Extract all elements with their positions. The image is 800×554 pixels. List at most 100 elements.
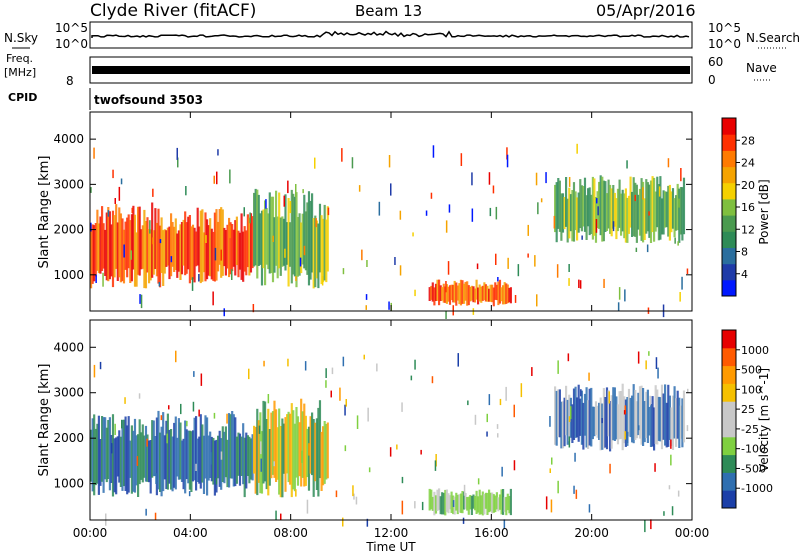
heatmap-cell xyxy=(221,209,224,276)
scatter-speck xyxy=(249,212,251,224)
heatmap-cell xyxy=(198,226,201,273)
colorbar-swatch xyxy=(722,383,736,402)
heatmap-cell xyxy=(624,399,627,447)
scatter-speck xyxy=(287,358,289,367)
scatter-speck xyxy=(399,210,402,220)
heatmap-cell xyxy=(478,284,481,302)
heatmap-cell xyxy=(588,187,591,236)
heatmap-cell xyxy=(212,231,215,281)
heatmap-cell xyxy=(450,491,453,513)
heatmap-cell xyxy=(132,430,135,492)
heatmap-cell xyxy=(287,411,290,483)
heatmap-cell xyxy=(155,222,158,277)
heatmap-cell xyxy=(667,185,670,237)
heatmap-cell xyxy=(176,437,179,477)
heatmap-cell xyxy=(206,417,209,496)
scatter-speck xyxy=(648,211,650,216)
heatmap-cell xyxy=(629,176,632,228)
heatmap-cell xyxy=(116,436,119,477)
heatmap-cell xyxy=(638,188,642,236)
heatmap-cell xyxy=(309,200,312,280)
scatter-speck xyxy=(513,460,516,471)
heatmap-cell xyxy=(275,190,278,266)
heatmap-cell xyxy=(565,177,568,227)
heatmap-cell xyxy=(602,388,605,449)
heatmap-cell xyxy=(234,417,237,487)
scatter-speck xyxy=(573,485,575,494)
heatmap-cell xyxy=(259,213,262,265)
scatter-speck xyxy=(394,257,396,265)
heatmap-cell xyxy=(682,390,686,443)
scatter-speck xyxy=(507,257,509,269)
colorbar-swatch xyxy=(722,279,736,297)
heatmap-cell xyxy=(671,188,675,229)
scatter-speck xyxy=(195,463,197,471)
heatmap-cell xyxy=(281,418,284,498)
scatter-speck xyxy=(200,373,203,386)
velocity-ylabel: Slant Range [km] xyxy=(37,364,52,477)
heatmap-cell xyxy=(177,230,180,272)
scatter-speck xyxy=(365,305,367,310)
heatmap-cell xyxy=(122,419,126,487)
heatmap-cell xyxy=(287,198,290,287)
heatmap-cell xyxy=(237,230,240,278)
heatmap-cell xyxy=(306,428,309,478)
heatmap-cell xyxy=(477,496,480,513)
scatter-speck xyxy=(111,443,113,454)
heatmap-cell xyxy=(632,177,635,237)
heatmap-cell xyxy=(442,283,445,303)
velocity-panel-frame xyxy=(89,319,693,521)
heatmap-cell xyxy=(220,207,223,278)
scatter-speck xyxy=(550,499,553,513)
heatmap-cell xyxy=(609,184,612,234)
scatter-speck xyxy=(601,418,603,424)
scatter-speck xyxy=(638,425,640,431)
heatmap-cell xyxy=(458,283,461,305)
heatmap-cell xyxy=(481,491,484,516)
heatmap-cell xyxy=(311,193,314,273)
x-tick-label: 00:00 xyxy=(675,526,710,540)
heatmap-cell xyxy=(580,185,583,232)
heatmap-cell xyxy=(163,229,166,274)
scatter-speck xyxy=(649,395,651,406)
heatmap-cell xyxy=(323,204,326,281)
heatmap-cell xyxy=(445,284,448,304)
heatmap-cell xyxy=(315,418,318,490)
heatmap-cell xyxy=(566,399,569,445)
scatter-speck xyxy=(114,423,116,435)
heatmap-cell xyxy=(193,417,196,481)
scatter-speck xyxy=(578,279,580,288)
scatter-speck xyxy=(401,402,403,412)
heatmap-cell xyxy=(228,217,231,278)
heatmap-cell xyxy=(657,396,660,441)
heatmap-cell xyxy=(475,490,478,514)
heatmap-cell xyxy=(631,395,634,443)
scatter-speck xyxy=(634,194,636,202)
scatter-speck xyxy=(229,169,231,184)
heatmap-cell xyxy=(102,417,105,493)
heatmap-cell xyxy=(624,188,627,243)
scatter-speck xyxy=(280,513,282,521)
heatmap-cell xyxy=(213,212,216,282)
heatmap-cell xyxy=(96,423,99,484)
scatter-speck xyxy=(186,420,188,427)
scatter-speck xyxy=(93,147,95,159)
heatmap-cell xyxy=(445,489,448,512)
heatmap-cell xyxy=(599,397,602,451)
heatmap-cell xyxy=(187,430,190,484)
scatter-speck xyxy=(476,263,479,270)
heatmap-cell xyxy=(229,414,232,479)
heatmap-cell xyxy=(583,177,587,232)
heatmap-cell xyxy=(127,416,130,493)
scatter-speck xyxy=(432,145,435,158)
scatter-speck xyxy=(531,367,533,376)
colorbar-tick-label: 25 xyxy=(741,403,755,416)
scatter-speck xyxy=(430,192,433,199)
heatmap-cell xyxy=(484,492,487,509)
heatmap-cell xyxy=(90,429,93,482)
heatmap-cell xyxy=(173,422,176,488)
heatmap-cell xyxy=(673,198,676,238)
station-title: Clyde River (fitACF) xyxy=(90,1,256,21)
heatmap-cell xyxy=(195,416,198,491)
heatmap-cell xyxy=(494,282,497,300)
